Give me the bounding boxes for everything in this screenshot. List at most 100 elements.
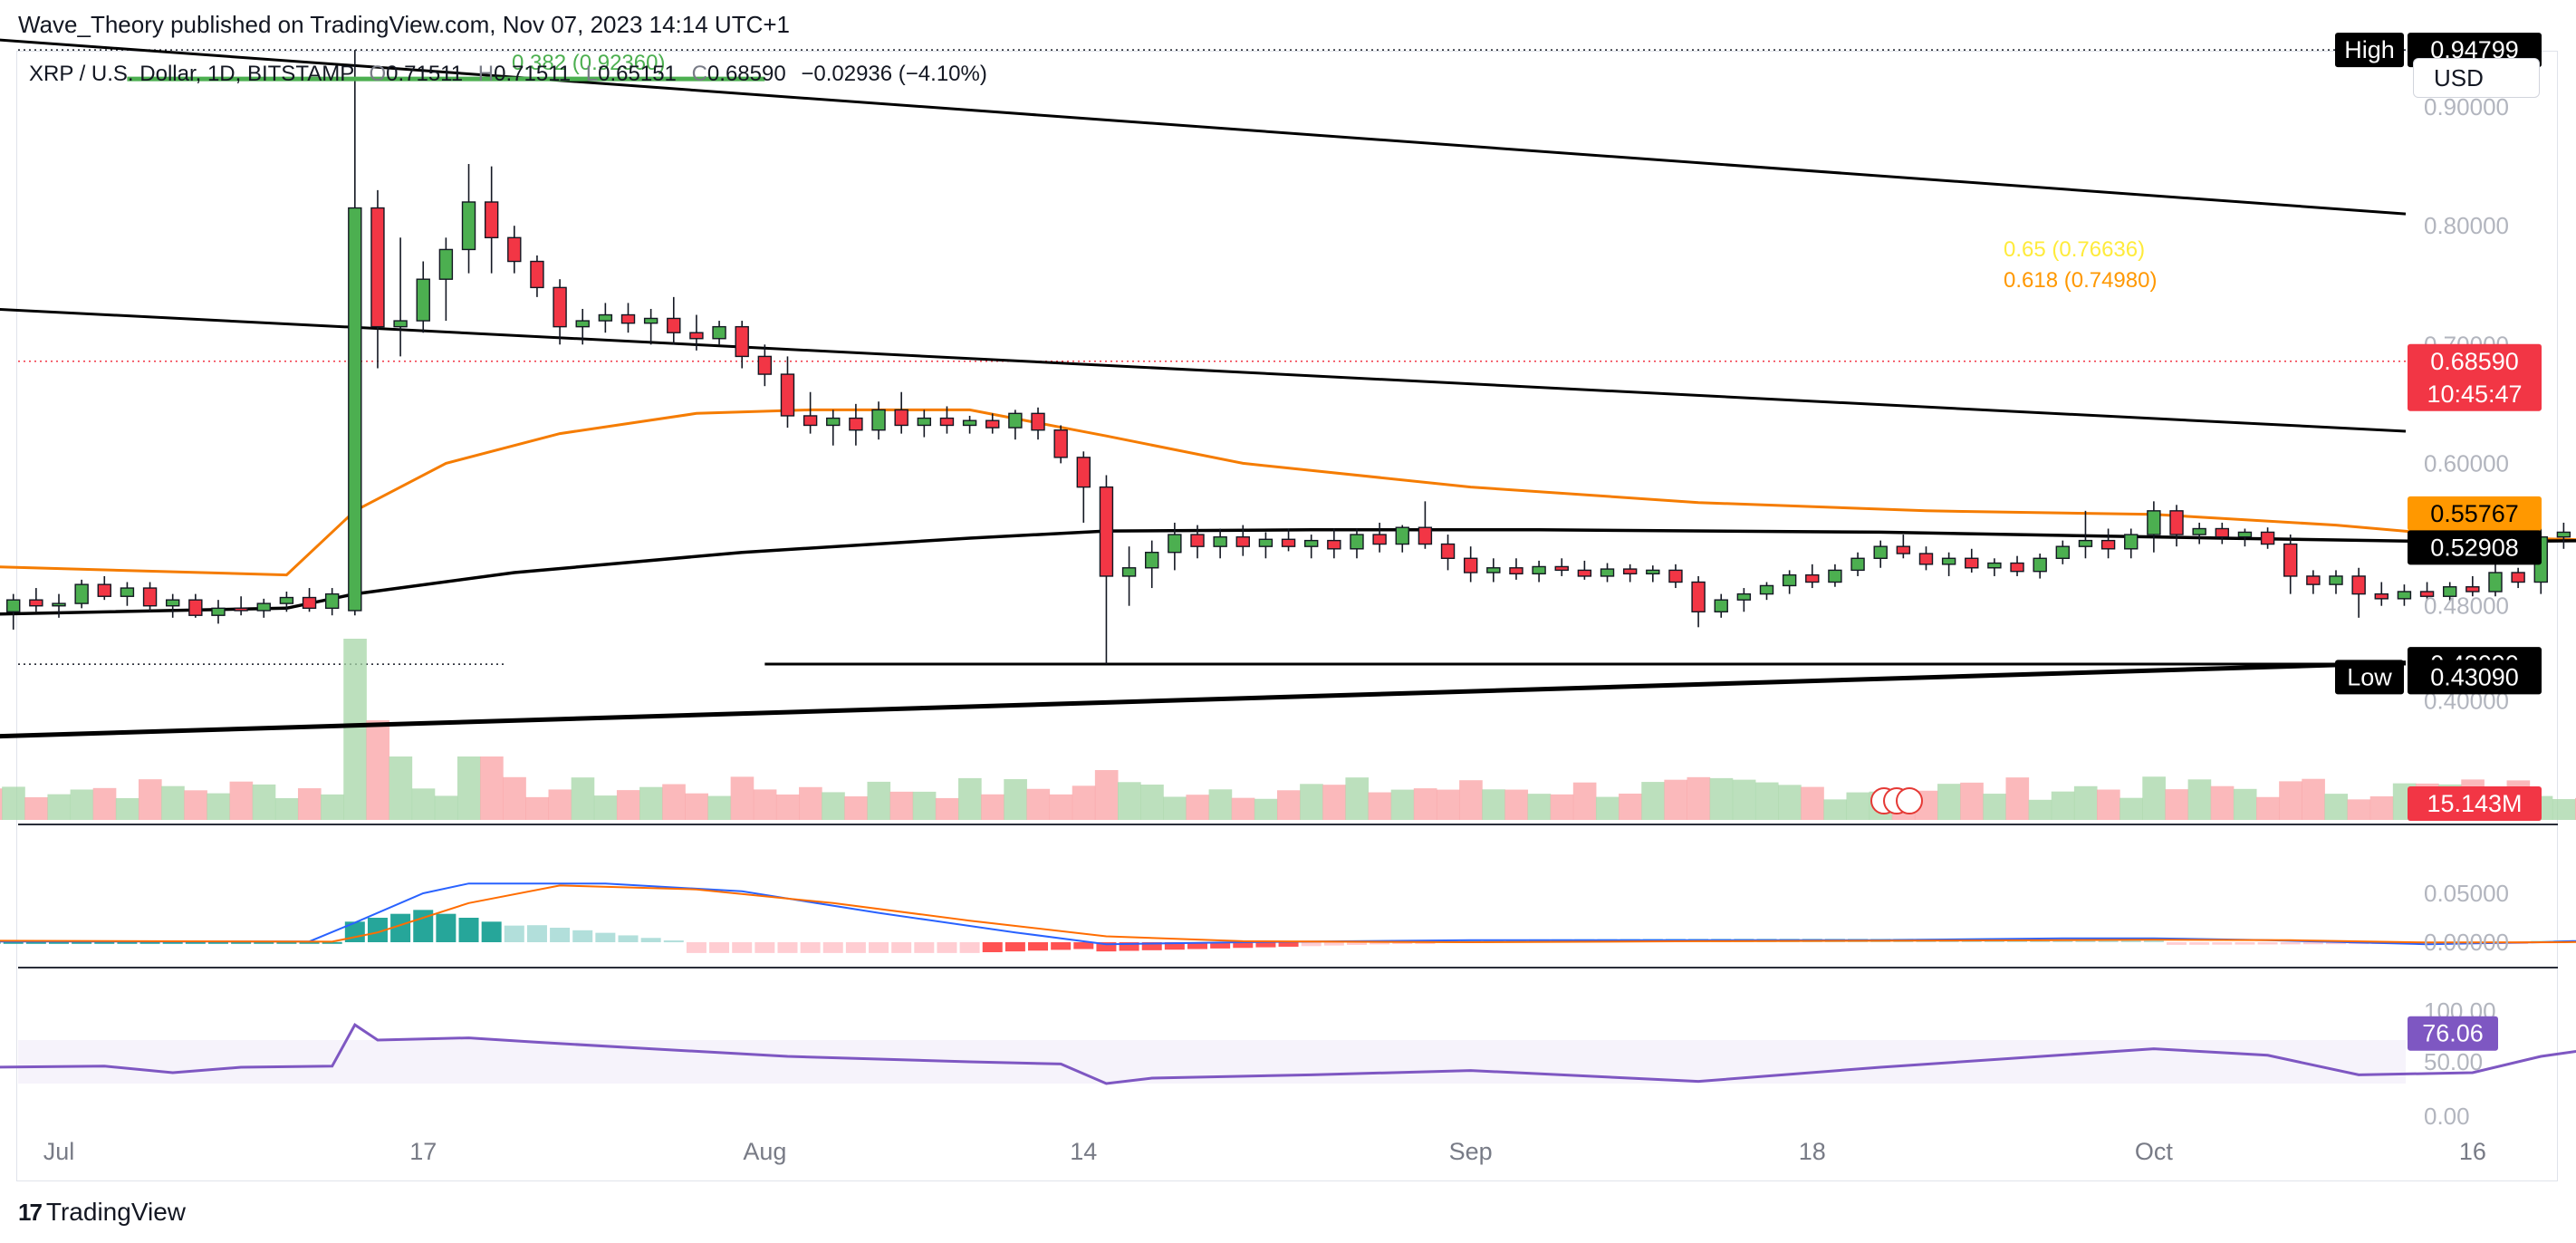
chart-frame [16, 51, 2558, 1181]
candle-body [1053, 429, 1068, 458]
candle-body [1896, 545, 1911, 554]
candle-body [1622, 568, 1638, 575]
candle-body [985, 419, 1000, 429]
macd-histogram-bar [1370, 942, 1390, 945]
macd-histogram-bar [139, 941, 160, 944]
volume-bar [2574, 797, 2576, 820]
trendline [0, 660, 2407, 739]
macd-histogram-bar [458, 918, 479, 942]
macd-histogram-bar [504, 925, 524, 942]
candle-body [1668, 569, 1683, 583]
candle [643, 308, 658, 345]
candle [1372, 522, 1387, 553]
candle [97, 575, 111, 601]
volume-bar [161, 785, 185, 820]
macd-histogram-bar [25, 941, 46, 944]
macd-histogram-bar [322, 941, 342, 944]
volume-bar [1687, 776, 1711, 820]
price-countdown: 10:45:47 [2427, 381, 2522, 408]
candle-body [553, 286, 567, 328]
candle-body [1031, 412, 1045, 431]
volume-bar [616, 790, 640, 820]
volume-bar [1118, 782, 1141, 820]
candle-body [1850, 557, 1865, 572]
candle-body [1873, 545, 1888, 559]
candle [1121, 546, 1137, 606]
volume-bar [2279, 781, 2302, 820]
candle [1600, 563, 1615, 583]
candle-body [120, 587, 135, 597]
volume-bar [480, 756, 504, 820]
candle [324, 588, 340, 616]
macd-histogram-bar [526, 925, 547, 942]
candle [2465, 575, 2480, 597]
candle-body [461, 201, 476, 251]
candle-body [530, 260, 544, 289]
candle [2237, 528, 2253, 547]
candle [1782, 570, 1797, 594]
volume-bar [2005, 777, 2030, 820]
rsi-tick-label: 0.00 [2424, 1103, 2470, 1130]
macd-histogram-bar [2120, 939, 2141, 942]
high-label: H [477, 62, 495, 86]
volume-bar [229, 781, 254, 820]
candle [2192, 522, 2206, 544]
volume-bar [1482, 789, 1505, 820]
candle-body [2465, 586, 2480, 593]
candle [1168, 522, 1182, 571]
currency-selector[interactable]: USD [2413, 58, 2540, 98]
macd-histogram-bar [2257, 942, 2278, 945]
volume-bar [1664, 779, 1688, 820]
candle [2511, 567, 2525, 589]
rsi-value-label: 76.06 [2408, 1016, 2498, 1051]
candle-body [917, 417, 932, 427]
macd-histogram-bar [1028, 942, 1049, 951]
candle [1850, 552, 1865, 576]
symbol-legend[interactable]: XRP / U.S. Dollar, 1D, BITSTAMP O0.71511… [29, 62, 987, 87]
candle [620, 303, 636, 333]
macd-histogram-bar [207, 941, 228, 944]
price-label-value: 0.43090 [2430, 663, 2519, 690]
candle [803, 391, 818, 434]
volume-bar [0, 788, 3, 820]
volume-bar [411, 788, 436, 820]
volume-bar [1390, 789, 1415, 820]
price-label-value: 0.55767 [2430, 500, 2519, 527]
close-value: 0.68590 [706, 62, 786, 86]
candle-body [1532, 565, 1546, 575]
candle [1281, 528, 1296, 552]
candle [142, 582, 158, 612]
candle-body [1486, 567, 1501, 573]
volume-bar [1778, 785, 1802, 820]
candle-body [1600, 568, 1615, 577]
macd-histogram-bar [800, 942, 821, 953]
ema-50-line [0, 408, 2576, 577]
price-label: 0.43090 Low [2335, 660, 2542, 695]
candle-body [2556, 531, 2571, 538]
price-label: 0.52908 [2408, 530, 2542, 565]
open-value: 0.71511 [386, 62, 464, 86]
macd-histogram-bar [1096, 942, 1117, 952]
candle-body [324, 593, 340, 610]
macd-histogram-bar [49, 941, 69, 944]
candle-body [1805, 573, 1820, 583]
candle [2010, 555, 2024, 576]
macd-histogram-bar [1051, 942, 1072, 950]
candle [1008, 410, 1023, 440]
footer-brand[interactable]: 17 TradingView [18, 1198, 186, 1227]
volume-bar [981, 794, 1004, 820]
close-label: C [691, 62, 707, 86]
volume-bar [525, 796, 550, 820]
candle [1418, 501, 1433, 549]
candle [1509, 558, 1523, 580]
candle-body [1395, 526, 1409, 545]
time-tick-label: 18 [1799, 1138, 1826, 1165]
price-label-box [2408, 496, 2542, 531]
macd-histogram-bar [2235, 942, 2255, 945]
price-tick-label: 0.80000 [2424, 212, 2509, 239]
macd-histogram-bar [640, 938, 661, 942]
volume-bar [1368, 792, 1392, 820]
candle-body [2124, 534, 2139, 550]
